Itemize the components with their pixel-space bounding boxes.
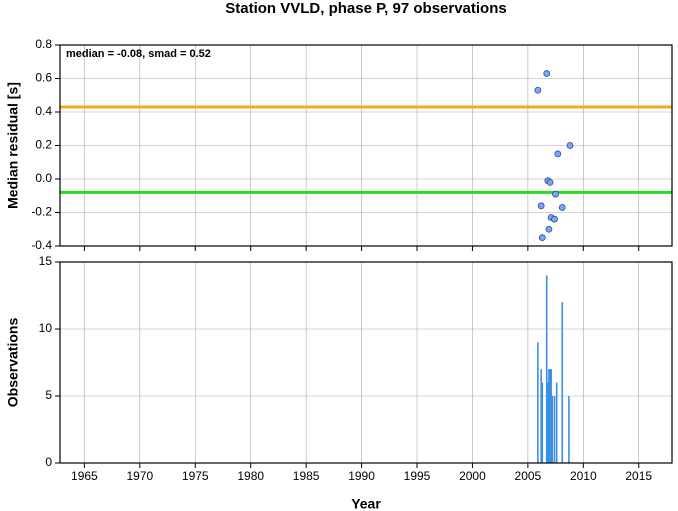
x-tick-label: 1985 <box>293 469 320 483</box>
x-tick-label: 2000 <box>459 469 486 483</box>
bar <box>545 275 548 463</box>
bar <box>548 369 550 463</box>
bar <box>540 369 542 463</box>
chart-title: Station VVLD, phase P, 97 observations <box>225 0 506 17</box>
x-tick-label: 2005 <box>515 469 542 483</box>
bar <box>551 396 554 463</box>
point <box>537 202 545 210</box>
y-axis-label: Observations <box>5 318 21 408</box>
x-tick-label: 2010 <box>570 469 597 483</box>
point <box>554 150 562 158</box>
x-tick-label: 1995 <box>404 469 431 483</box>
y-tick-label: 5 <box>45 388 52 402</box>
plot-frame <box>59 44 673 247</box>
y-tick-label: 0.0 <box>35 171 52 185</box>
bar <box>555 382 558 463</box>
point <box>566 142 574 149</box>
x-tick-label: 1980 <box>237 469 264 483</box>
y-tick-label: -0.2 <box>31 205 52 219</box>
plot-frame <box>59 261 673 464</box>
x-tick-label: 1965 <box>71 469 98 483</box>
y-tick-label: 15 <box>39 254 53 268</box>
y-tick-label: 0.4 <box>35 104 52 118</box>
point <box>534 86 542 94</box>
x-tick-label: 1990 <box>348 469 375 483</box>
y-axis-label: Median residual [s] <box>5 82 21 209</box>
y-tick-label: 0.8 <box>35 37 52 51</box>
point <box>551 215 558 223</box>
bar <box>547 382 549 463</box>
y-tick-label: 0 <box>45 455 52 469</box>
y-tick-label: -0.4 <box>31 238 52 252</box>
y-tick-label: 0.6 <box>35 71 52 85</box>
x-tick-label: 2015 <box>625 469 652 483</box>
bar <box>568 396 570 463</box>
point <box>538 234 546 242</box>
bar <box>553 396 556 463</box>
point <box>552 190 559 198</box>
bar <box>537 342 539 463</box>
point <box>543 70 551 77</box>
y-tick-label: 0.2 <box>35 138 52 152</box>
x-tick-label: 1970 <box>126 469 153 483</box>
y-tick-label: 10 <box>39 321 53 335</box>
point <box>545 225 553 233</box>
x-tick-label: 1975 <box>182 469 209 483</box>
bar <box>541 382 544 463</box>
bar <box>550 369 552 463</box>
point <box>546 178 554 186</box>
x-axis-label: Year <box>351 496 381 511</box>
bar <box>549 369 551 463</box>
point <box>558 204 566 211</box>
bar <box>561 302 564 463</box>
annotation: median = -0.08, smad = 0.52 <box>66 48 211 60</box>
